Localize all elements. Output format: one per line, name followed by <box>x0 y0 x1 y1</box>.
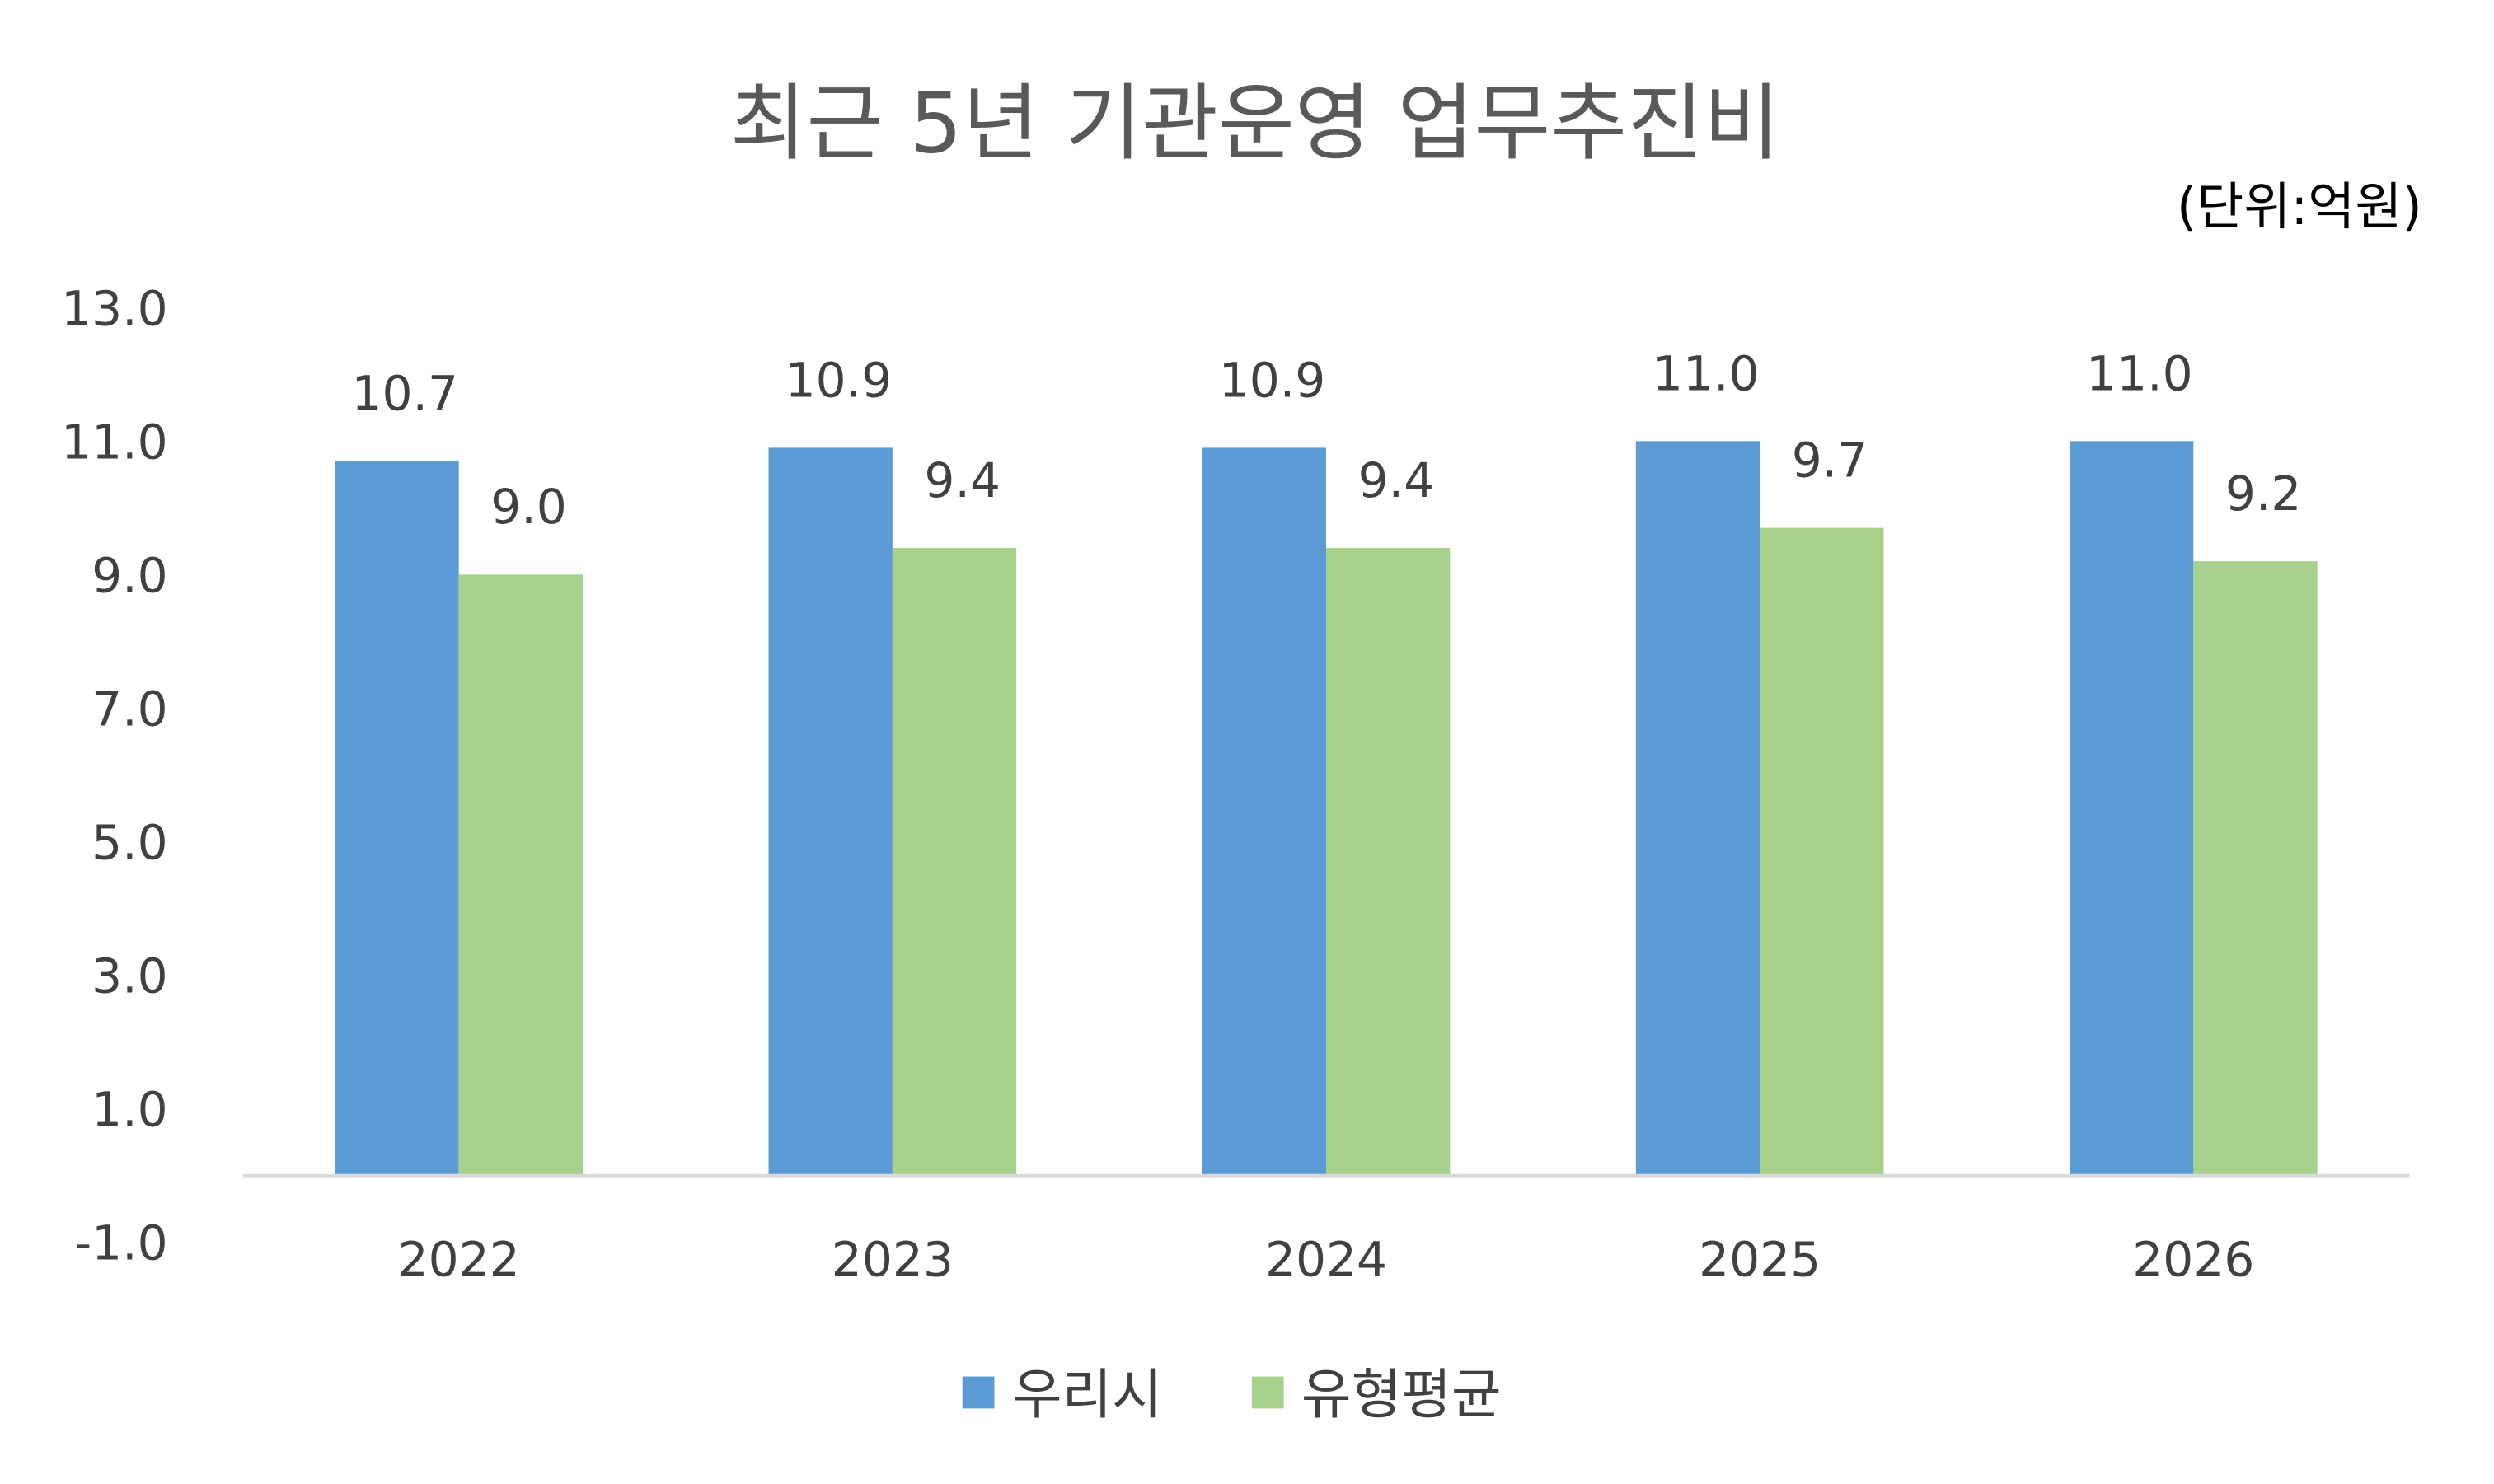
x-tick-label: 2024 <box>1265 1231 1387 1287</box>
data-label: 9.0 <box>490 479 567 535</box>
x-tick-label: 2022 <box>398 1231 520 1287</box>
bar-ours <box>1635 441 1760 1176</box>
data-label: 9.7 <box>1792 433 1868 489</box>
bar-ours <box>768 447 893 1176</box>
bar-type-average <box>892 547 1017 1176</box>
bar-type-average <box>458 574 584 1176</box>
unit-label: (단위:억원) <box>2177 176 2422 236</box>
data-label: 11.0 <box>1653 345 1760 401</box>
data-label: 9.4 <box>924 452 1001 508</box>
x-tick-label: 2025 <box>1699 1231 1821 1287</box>
data-label: 10.9 <box>785 352 893 408</box>
bar-type-average <box>2193 561 2318 1176</box>
bar-type-average <box>1760 527 1884 1176</box>
data-label: 9.4 <box>1358 452 1435 508</box>
y-tick-label: 11.0 <box>61 414 168 470</box>
y-tick-label: 7.0 <box>91 681 168 737</box>
legend-label: 우리시 <box>1012 1363 1162 1426</box>
y-tick-label: 13.0 <box>61 281 168 337</box>
bar-type-average <box>1326 547 1451 1176</box>
bar-ours <box>1202 447 1327 1176</box>
bar-ours <box>2069 441 2194 1176</box>
bar-ours <box>335 461 459 1176</box>
legend-label: 유형평균 <box>1301 1363 1502 1426</box>
y-tick-label: 3.0 <box>91 948 168 1004</box>
data-label: 10.7 <box>351 366 458 422</box>
y-tick-label: 1.0 <box>91 1082 168 1138</box>
data-label: 10.9 <box>1219 352 1326 408</box>
legend-swatch <box>962 1376 995 1409</box>
y-tick-label: 5.0 <box>91 815 168 871</box>
y-tick-label: -1.0 <box>74 1215 168 1271</box>
y-tick-label: 9.0 <box>91 548 168 604</box>
legend: 우리시 유형평균 <box>962 1363 1502 1426</box>
chart-title: 최근 5년 기관운영 업무추진비 <box>730 75 1780 172</box>
data-label: 9.2 <box>2225 466 2302 522</box>
legend-swatch <box>1251 1376 1284 1409</box>
x-tick-label: 2023 <box>832 1231 954 1287</box>
data-label: 11.0 <box>2086 345 2193 401</box>
x-tick-label: 2026 <box>2132 1231 2254 1287</box>
